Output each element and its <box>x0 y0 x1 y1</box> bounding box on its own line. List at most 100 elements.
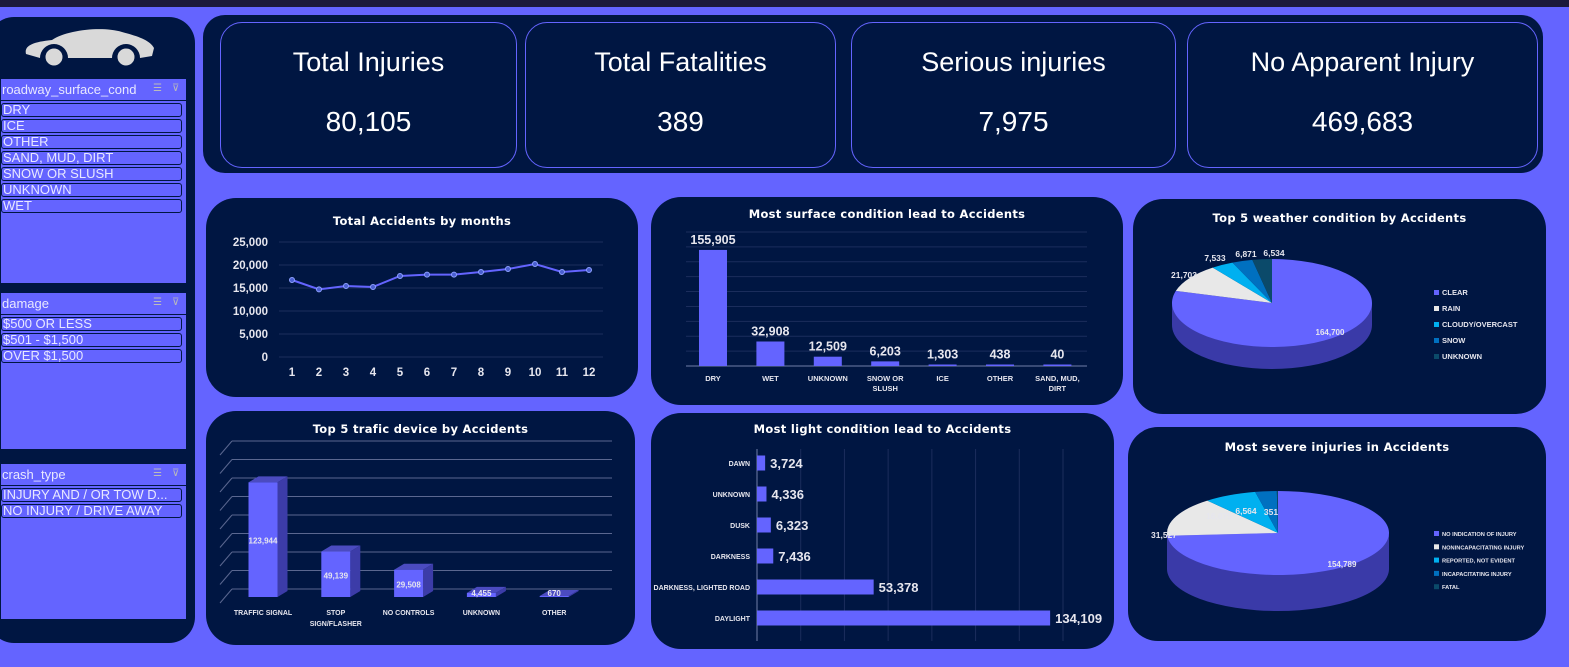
data-label: 154,789 <box>1328 560 1357 569</box>
slicer-item[interactable]: OTHER <box>1 135 182 149</box>
x-tick-label: SNOW OR <box>867 374 904 383</box>
data-point <box>343 283 349 290</box>
legend-label: CLEAR <box>1442 288 1468 297</box>
bar-side <box>350 545 361 597</box>
data-label: 6,323 <box>776 518 809 533</box>
data-point <box>505 266 511 273</box>
bar <box>757 517 771 533</box>
slicer-item[interactable]: SNOW OR SLUSH <box>1 167 182 181</box>
x-tick-label: 11 <box>556 367 569 379</box>
data-point <box>586 267 592 274</box>
data-label: 29,508 <box>396 580 421 589</box>
slicer-item[interactable]: $501 - $1,500 <box>1 333 182 347</box>
y-tick-label: 15,000 <box>233 283 268 295</box>
bar-top <box>539 590 579 596</box>
data-point <box>559 268 565 275</box>
legend-swatch <box>1434 322 1439 327</box>
clear-filter-icon[interactable]: ⊽ <box>172 297 180 308</box>
slicer-item[interactable]: INJURY AND / OR TOW D... <box>1 488 182 502</box>
legend-label: RAIN <box>1442 304 1460 313</box>
multi-select-icon[interactable]: ☰ <box>153 83 162 94</box>
slicer-title: crash_type <box>2 467 66 482</box>
kpi-value: 389 <box>657 106 704 137</box>
slicer-item[interactable]: ICE <box>1 119 182 133</box>
bar <box>757 548 774 564</box>
data-label: 32,908 <box>751 325 789 339</box>
data-point <box>532 260 538 267</box>
data-label: 7,533 <box>1204 253 1226 263</box>
bar <box>394 569 424 597</box>
slicer-title: roadway_surface_cond <box>2 82 137 97</box>
chart-traffic-device: Top 5 trafic device by Accidents 123,944… <box>206 411 635 645</box>
bar-top <box>321 545 361 552</box>
data-label: 49,139 <box>324 571 349 580</box>
series-line <box>291 262 590 291</box>
chart-title: Most severe injuries in Accidents <box>1224 440 1450 454</box>
x-tick-label: 2 <box>316 367 322 379</box>
gridline-depth <box>219 496 233 511</box>
legend-swatch <box>1434 584 1439 590</box>
kpi-value: 7,975 <box>978 106 1049 137</box>
slicer-item[interactable]: SAND, MUD, DIRT <box>1 151 182 165</box>
bar-top <box>466 586 506 593</box>
slicer-crash-type: crash_type ☰ ⊽ INJURY AND / OR TOW D... NO… <box>0 463 187 620</box>
x-tick-label: 5 <box>397 367 404 379</box>
y-tick-label: 20,000 <box>233 260 268 272</box>
gridline-depth <box>219 533 233 548</box>
legend-swatch <box>1434 570 1439 576</box>
data-label: 40 <box>1050 348 1064 362</box>
x-tick-label: 1 <box>289 367 296 379</box>
data-point <box>451 271 457 278</box>
gridline-depth <box>219 570 233 585</box>
legend-swatch <box>1434 306 1439 311</box>
pie-slice <box>1207 491 1278 533</box>
clear-filter-icon[interactable]: ⊽ <box>172 468 180 479</box>
slicer-title: damage <box>2 296 49 311</box>
legend-swatch <box>1434 544 1439 550</box>
slicer-item[interactable]: OVER $1,500 <box>1 349 182 363</box>
kpi-value: 469,683 <box>1311 106 1414 137</box>
legend-swatch <box>1434 290 1439 295</box>
data-label: 670 <box>548 589 562 598</box>
data-label: 351 <box>1264 507 1278 517</box>
x-tick-label: UNKNOWN <box>463 610 500 617</box>
multi-select-icon[interactable]: ☰ <box>153 297 162 308</box>
slicer-item[interactable]: $500 OR LESS <box>1 317 182 331</box>
data-label: 438 <box>990 348 1011 362</box>
bar <box>986 364 1014 366</box>
kpi-card: Serious injuries 7,975 <box>851 22 1176 168</box>
slicer-item[interactable]: UNKNOWN <box>1 183 182 197</box>
data-label: 6,534 <box>1263 248 1285 258</box>
slicer-item[interactable]: NO INJURY / DRIVE AWAY <box>1 504 182 518</box>
bar <box>699 249 727 366</box>
chart-surface-condition: Most surface condition lead to Accidents… <box>651 197 1123 405</box>
legend-label: INCAPACITATING INJURY <box>1442 572 1512 578</box>
pie-slice <box>1167 491 1389 575</box>
y-tick-label: 10,000 <box>233 306 268 318</box>
data-label: 12,509 <box>809 340 847 354</box>
x-tick-label: 3 <box>343 367 349 379</box>
data-label: 31,527 <box>1151 530 1177 540</box>
pie-slice <box>1276 491 1278 533</box>
kpi-strip <box>203 15 1543 173</box>
chart-accidents-by-month: Total Accidents by months 0 5,000 10,000 15… <box>206 198 638 397</box>
data-label: 7,436 <box>778 549 811 564</box>
legend-label: NO INDICATION OF INJURY <box>1442 532 1517 538</box>
bar-side <box>423 563 434 597</box>
gridline-depth <box>219 588 233 604</box>
slicer-roadway-surface-cond: roadway_surface_cond ☰ ⊽ DRY ICE OTHER SAND,… <box>0 78 187 284</box>
legend-swatch <box>1434 557 1439 563</box>
bar-side <box>277 476 288 597</box>
chart-title: Top 5 trafic device by Accidents <box>312 422 529 436</box>
y-tick-label: 0 <box>262 352 268 364</box>
legend-swatch <box>1434 531 1439 536</box>
bar <box>757 486 767 502</box>
slicer-item[interactable]: WET <box>1 199 182 213</box>
chart-title: Most light condition lead to Accidents <box>753 422 1012 436</box>
x-tick-label: 9 <box>505 367 511 379</box>
slicer-item[interactable]: DRY <box>1 103 182 117</box>
data-label: 155,905 <box>690 233 735 247</box>
clear-filter-icon[interactable]: ⊽ <box>172 83 180 94</box>
y-tick-label: DARKNESS, LIGHTED ROAD <box>654 585 750 592</box>
multi-select-icon[interactable]: ☰ <box>153 468 162 479</box>
